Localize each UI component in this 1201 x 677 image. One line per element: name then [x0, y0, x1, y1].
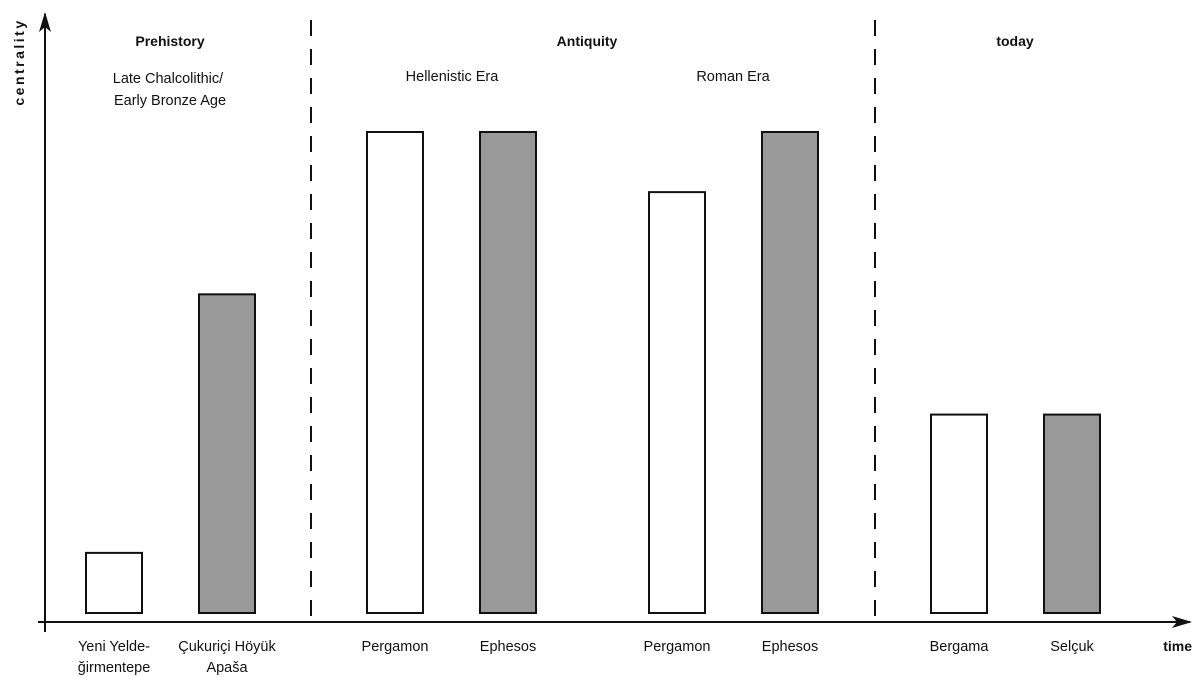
category-label-5: Pergamon	[644, 639, 711, 655]
category-label-2: Çukuriçi Höyük Apaša	[178, 639, 276, 676]
period-title-today: today	[996, 33, 1034, 49]
bar-7	[930, 413, 988, 614]
category-labels-group: Yeni Yelde-ğirmentepe Çukuriçi Höyük Apaša…	[78, 639, 1095, 676]
bar-3	[366, 131, 424, 614]
era-label-late-chalcolithic: Late Chalcolithic/ Early Bronze Age	[113, 71, 227, 109]
bar-5	[648, 191, 706, 614]
bar-4	[479, 131, 537, 614]
era-label-hellenistic: Hellenistic Era	[406, 69, 500, 85]
x-axis-label: time	[1163, 638, 1192, 654]
category-label-1: Yeni Yelde-ğirmentepe	[78, 639, 151, 676]
category-label-6: Ephesos	[762, 639, 818, 655]
category-label-3: Pergamon	[362, 639, 429, 655]
bar-8	[1043, 413, 1101, 614]
period-title-antiquity: Antiquity	[557, 33, 618, 49]
category-label-7: Bergama	[930, 639, 990, 655]
bars-group	[85, 131, 1101, 614]
era-label-roman: Roman Era	[696, 69, 770, 85]
category-label-4: Ephesos	[480, 639, 536, 655]
bar-1	[85, 551, 143, 614]
category-label-8: Selçuk	[1050, 639, 1094, 655]
period-title-prehistory: Prehistory	[135, 33, 204, 49]
y-axis-label: centrality	[11, 18, 27, 105]
bar-6	[761, 131, 819, 614]
bar-2	[198, 293, 256, 614]
